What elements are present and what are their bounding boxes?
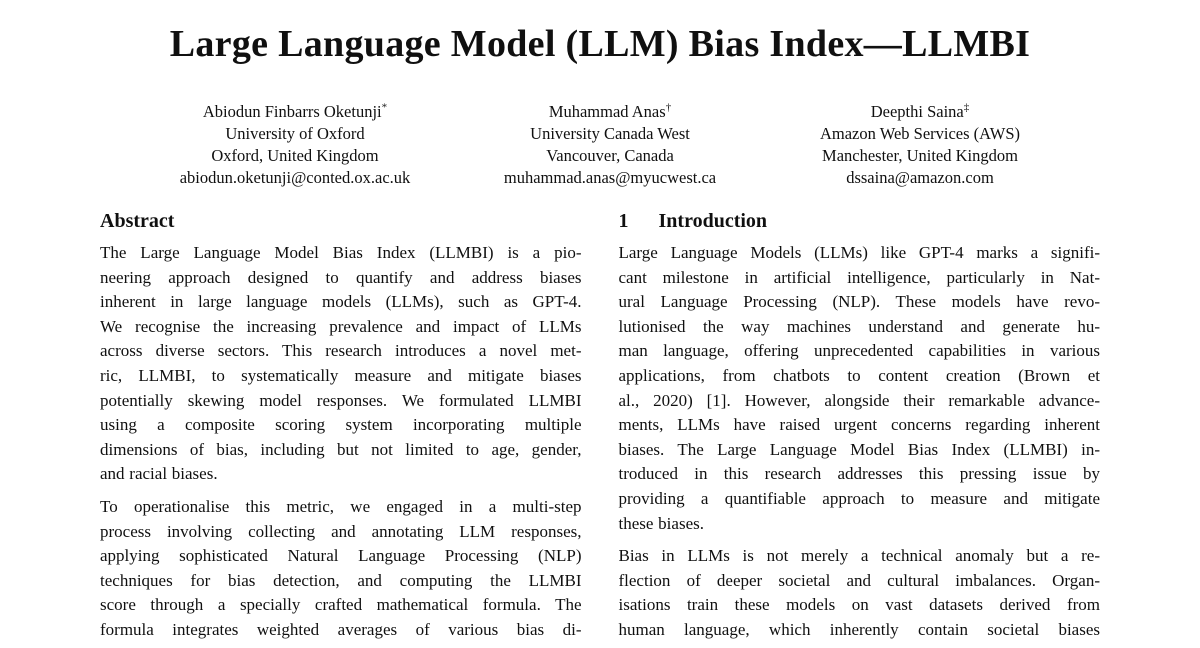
text-line: process involving collecting and annotat… [100,521,582,541]
text-line: techniques for bias detection, and compu… [100,570,582,590]
text-line: dimensions of bias, including but not li… [100,439,582,459]
author-block-row: Abiodun Finbarrs Oketunji* University of… [0,101,1200,189]
author-location: Manchester, United Kingdom [822,146,1018,165]
text-line: and racial biases. [100,464,218,484]
text-line: man language, offering unprecedented cap… [618,341,1101,361]
text-line: lutionised the way machines understand a… [618,316,1101,336]
text-line: isations train these models on vast data… [618,595,1101,615]
abstract-paragraph-1: The Large Language Model Bias Index (LLM… [100,241,582,487]
text-line: cant milestone in artificial intelligenc… [618,267,1101,287]
text-line: human language, which inherently contain… [618,619,1101,639]
section-number: 1 [618,210,629,232]
abstract-heading: Abstract [100,210,175,232]
text-line: ric, LLMBI, to systematically measure an… [100,365,582,385]
text-line: (Bender et al., 2021) [2]. As a result, … [619,643,1101,648]
text-line: mensions, a penalty for dataset diversit… [100,643,582,648]
text-line: flection of deeper societal and cultural… [618,570,1101,590]
text-line: across diverse sectors. This research in… [100,341,582,361]
text-line: To operationalise this metric, we engage… [100,496,582,516]
author-block-2: Muhammad Anas† University Canada West Va… [504,101,716,189]
author-block-1: Abiodun Finbarrs Oketunji* University of… [180,101,411,189]
text-line: biases. The Large Language Model Bias In… [618,439,1101,459]
section-title: Introduction [658,210,768,232]
text-line: troduced in this research addresses this… [618,464,1101,484]
author-footnote-mark: † [665,101,672,114]
text-line: using a composite scoring system incorpo… [100,415,582,435]
paper-title: Large Language Model (LLM) Bias Index—LL… [169,23,1031,65]
text-line: Bias in LLMs is not merely a technical a… [618,546,1101,566]
author-location: Vancouver, Canada [546,146,674,165]
author-name: Deepthi Saina‡ [870,101,970,121]
text-line: Large Language Models (LLMs) like GPT-4 … [618,243,1101,262]
author-affiliation: University Canada West [530,124,690,143]
introduction-paragraph-1: Large Language Models (LLMs) like GPT-4 … [619,241,1101,536]
text-line: neering approach designed to quantify an… [100,267,582,287]
text-line: ural Language Processing (NLP). These mo… [618,292,1101,312]
author-email: dssaina@amazon.com [846,168,994,187]
author-location: Oxford, United Kingdom [211,146,379,165]
author-email: abiodun.oketunji@conted.ox.ac.uk [179,168,411,187]
author-footnote-mark: * [381,101,388,114]
author-affiliation: Amazon Web Services (AWS) [819,124,1021,143]
text-line: providing a quantifiable approach to mea… [618,488,1101,508]
author-affiliation: University of Oxford [225,124,365,143]
text-line: al., 2020) [1]. However, alongside their… [618,390,1101,410]
introduction-paragraph-2: Bias in LLMs is not merely a technical a… [619,544,1101,648]
text-line: applications, from chatbots to content c… [618,365,1101,385]
text-line: ments, LLMs have raised urgent concerns … [618,415,1101,435]
text-line: these biases. [618,513,704,533]
text-line: inherent in large language models (LLMs)… [100,292,582,312]
two-column-body: Abstract The Large Language Model Bias I… [0,208,1200,648]
abstract-section: Abstract The Large Language Model Bias I… [100,208,582,648]
author-email: muhammad.anas@myucwest.ca [503,168,717,187]
text-line: applying sophisticated Natural Language … [100,546,582,566]
author-block-3: Deepthi Saina‡ Amazon Web Services (AWS)… [820,101,1020,189]
text-line: score through a specially crafted mathem… [100,595,582,615]
text-line: potentially skewing model responses. We … [100,390,582,410]
introduction-section: 1 Introduction Large Language Models (LLM… [619,208,1101,648]
text-line: The Large Language Model Bias Index (LLM… [100,243,582,262]
text-line: We recognise the increasing prevalence a… [100,316,582,336]
abstract-paragraph-2: To operationalise this metric, we engage… [100,495,582,648]
author-footnote-mark: ‡ [963,101,970,114]
text-line: formula integrates weighted averages of … [100,619,582,639]
introduction-heading: 1 Introduction [619,208,1101,234]
author-name: Muhammad Anas† [548,101,672,121]
author-name: Abiodun Finbarrs Oketunji* [202,101,388,121]
